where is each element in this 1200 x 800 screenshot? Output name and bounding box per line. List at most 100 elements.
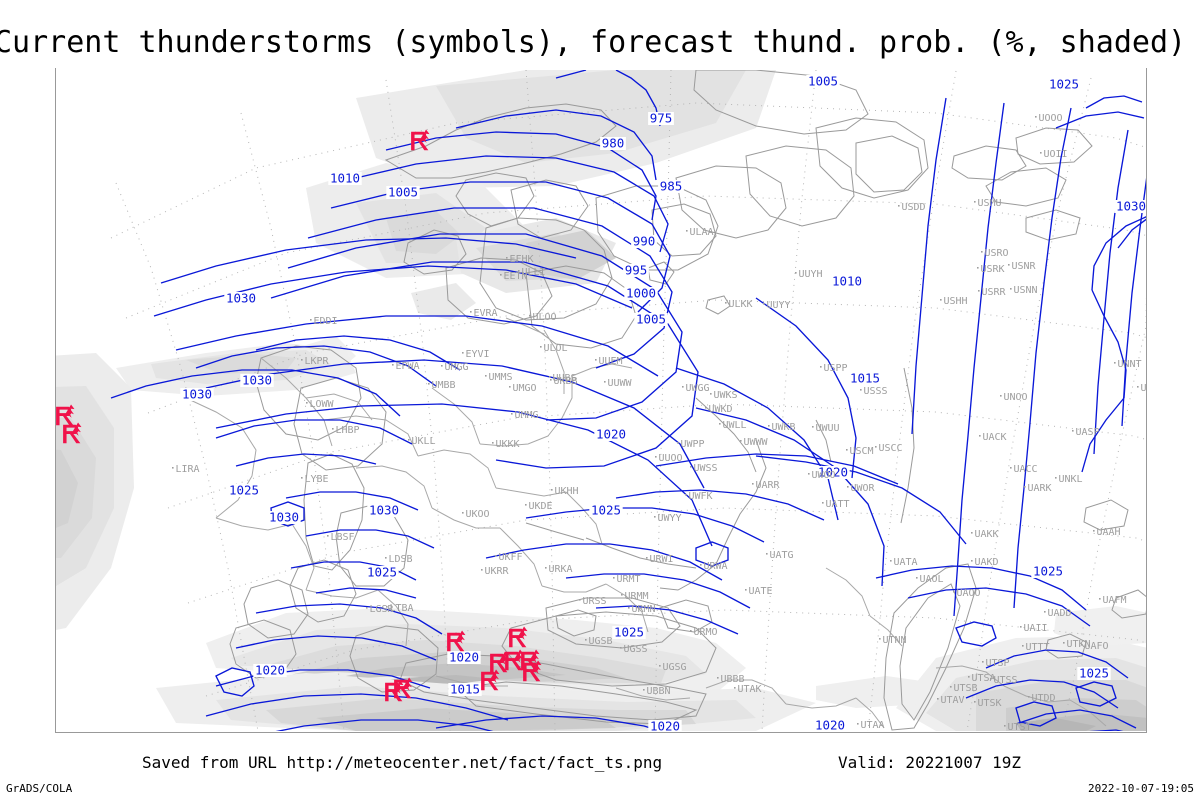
station-dot — [500, 274, 502, 276]
station-dot — [1010, 288, 1012, 290]
station-label: USPP — [824, 363, 848, 374]
isobar-label: 1020 — [650, 719, 680, 734]
page-title: Current thunderstorms (symbols), forecas… — [0, 25, 1187, 60]
station-label: UKHH — [555, 486, 579, 497]
thunderstorm-glyph — [481, 669, 500, 691]
station-dot — [620, 647, 622, 649]
station-label: USMU — [978, 198, 1002, 209]
station-dot — [890, 560, 892, 562]
thunderstorm-symbol — [56, 404, 75, 426]
isobar-label: 1025 — [1033, 564, 1063, 579]
isobar-label-bg — [240, 374, 274, 387]
thunderstorm-symbol — [63, 422, 82, 444]
station-label: UASP — [1076, 427, 1100, 438]
isobar-label-bg — [648, 112, 674, 125]
station-label: UKBB — [554, 376, 578, 387]
station-dot — [745, 589, 747, 591]
station-dot — [982, 661, 984, 663]
isobar-label: 1015 — [450, 682, 480, 697]
station-dot — [690, 466, 692, 468]
isobar-label: 990 — [633, 234, 656, 249]
isobar-label-bg — [180, 388, 214, 401]
station-label: UWKB — [772, 422, 796, 433]
station-label: USHH — [944, 296, 968, 307]
station-dot — [1093, 530, 1095, 532]
thunderstorm-glyph — [509, 626, 528, 648]
isobar-label-bg — [367, 504, 401, 517]
station-label: UKFF — [499, 552, 523, 563]
isobar-label: 1020 — [815, 718, 845, 733]
valid-time-label: Valid: 20221007 19Z — [838, 753, 1022, 772]
station-dot — [643, 689, 645, 691]
isobar-label-bg — [623, 264, 649, 277]
station-label: LIRA — [176, 464, 200, 475]
station-label: UTSA — [972, 673, 996, 684]
station-dot — [1004, 725, 1006, 727]
station-label: EPWA — [396, 361, 420, 372]
station-label: URWA — [704, 561, 728, 572]
station-dot — [1114, 362, 1116, 364]
station-dot — [677, 442, 679, 444]
station-label: UUOO — [659, 453, 683, 464]
station-dot — [646, 557, 648, 559]
isobar-label-bg — [830, 275, 864, 288]
isobar-label-bg — [386, 186, 420, 199]
station-label: UUBS — [553, 373, 577, 384]
station-label: UTDD — [1032, 693, 1056, 704]
isobar-label: 1020 — [596, 427, 626, 442]
station-dot — [485, 375, 487, 377]
station-dot — [766, 553, 768, 555]
station-dot — [763, 303, 765, 305]
thunderstorm-glyph — [521, 649, 540, 671]
station-dot — [470, 311, 472, 313]
station-dot — [655, 456, 657, 458]
station-label: LHBP — [336, 425, 360, 436]
station-label: UNOO — [1004, 392, 1028, 403]
station-dot — [301, 477, 303, 479]
isobar-label-bg — [253, 664, 287, 677]
thunderstorm-glyph — [385, 680, 404, 702]
station-label: UAOO — [957, 588, 981, 599]
isobar-label: 1025 — [229, 483, 259, 498]
map-canvas[interactable]: 975 980 985 990 995 1000 1005 1005 1010 1005 1010 1… — [55, 68, 1147, 733]
station-dot — [1028, 696, 1030, 698]
thunderstorm-symbol — [385, 680, 404, 702]
station-label: UMGG — [445, 362, 469, 373]
station-label: LDSB — [389, 554, 413, 565]
isobar-label: 1030 — [182, 387, 212, 402]
station-label: USNN — [1014, 285, 1038, 296]
station-dot — [1024, 486, 1026, 488]
station-dot — [1035, 116, 1037, 118]
isobar-label-bg — [1031, 565, 1065, 578]
station-label: LKPR — [305, 356, 330, 367]
station-dot — [940, 299, 942, 301]
isobar-label-bg — [1077, 667, 1111, 680]
station-dot — [659, 665, 661, 667]
thunderstorm-glyph — [394, 677, 413, 699]
station-label: UTAV — [941, 695, 965, 706]
station-dot — [1137, 386, 1139, 388]
station-dot — [752, 483, 754, 485]
station-label: UKOO — [466, 509, 490, 520]
station-label: UTTT — [1026, 642, 1050, 653]
isobar-label: 1025 — [614, 625, 644, 640]
isobar-label: 1000 — [626, 286, 656, 301]
coastlines — [229, 70, 1146, 731]
station-label: UKRR — [485, 566, 510, 577]
station-label: UAFM — [1103, 595, 1127, 606]
isobar-label-bg — [600, 137, 626, 150]
timestamp-label: 2022-10-07-19:05 — [1088, 782, 1194, 795]
thunderstorm-symbol — [447, 630, 466, 652]
station-dot — [332, 428, 334, 430]
station-label: USRO — [985, 248, 1009, 259]
station-dot — [613, 577, 615, 579]
station-label: UATA — [894, 557, 918, 568]
station-label: UWGG — [686, 383, 710, 394]
thunderstorm-glyph — [447, 630, 466, 652]
isobar-label: 1020 — [818, 465, 848, 480]
station-dot — [968, 676, 970, 678]
station-dot — [808, 473, 810, 475]
station-label: UTKN — [1067, 639, 1091, 650]
isobar-label: 1010 — [832, 274, 862, 289]
